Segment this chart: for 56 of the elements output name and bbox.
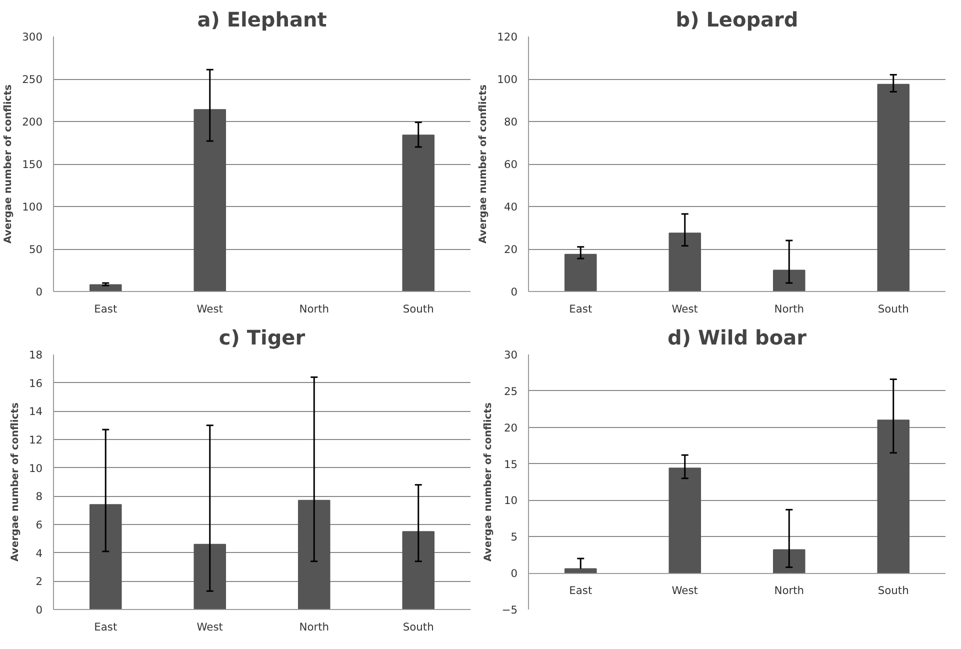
chart-title: a) Elephant bbox=[197, 8, 328, 32]
y-tick-label: 15 bbox=[504, 458, 518, 471]
chart-title: c) Tiger bbox=[218, 326, 306, 350]
y-tick-label: −5 bbox=[502, 604, 518, 616]
y-tick-label: 18 bbox=[28, 348, 43, 362]
y-tick-label: 5 bbox=[510, 530, 518, 544]
y-tick-label: 80 bbox=[504, 116, 518, 128]
y-tick-label: 100 bbox=[497, 73, 518, 86]
y-tick-label: 50 bbox=[28, 243, 43, 256]
y-tick-label: 20 bbox=[504, 243, 518, 256]
x-tick-label: East bbox=[569, 302, 592, 316]
x-tick-label: East bbox=[569, 584, 592, 598]
y-tick-label: 40 bbox=[504, 200, 518, 214]
x-tick-label: South bbox=[878, 302, 909, 316]
x-tick-label: South bbox=[878, 584, 909, 598]
y-tick-label: 30 bbox=[504, 348, 518, 362]
x-tick-label: North bbox=[774, 302, 804, 316]
y-tick-label: 25 bbox=[504, 384, 518, 398]
y-tick-label: 120 bbox=[497, 30, 518, 44]
y-tick-label: 12 bbox=[28, 434, 43, 446]
y-tick-label: 10 bbox=[504, 494, 518, 508]
y-tick-label: 16 bbox=[28, 376, 43, 390]
y-tick-label: 60 bbox=[504, 158, 518, 171]
y-tick-label: 250 bbox=[22, 73, 43, 86]
y-tick-label: 20 bbox=[504, 421, 518, 434]
x-tick-label: North bbox=[299, 302, 330, 316]
x-tick-label: West bbox=[672, 584, 698, 598]
y-axis-title: Avergae number of conflicts bbox=[478, 84, 490, 244]
x-tick-label: East bbox=[94, 302, 118, 316]
y-tick-label: 8 bbox=[36, 490, 43, 504]
y-axis-title: Avergae number of conflicts bbox=[3, 84, 14, 244]
y-tick-label: 6 bbox=[36, 518, 43, 532]
y-tick-label: 4 bbox=[36, 546, 43, 560]
y-tick-label: 2 bbox=[36, 575, 42, 588]
y-tick-label: 0 bbox=[36, 604, 43, 616]
y-tick-label: 10 bbox=[28, 462, 43, 475]
y-axis-title: Avergae number of conflicts bbox=[10, 402, 21, 562]
chart-title: b) Leopard bbox=[676, 8, 798, 32]
x-tick-label: West bbox=[672, 302, 698, 316]
y-tick-label: 300 bbox=[22, 30, 43, 44]
y-tick-label: 100 bbox=[22, 200, 43, 214]
y-tick-label: 150 bbox=[22, 158, 43, 171]
y-tick-label: 14 bbox=[28, 405, 43, 418]
y-tick-label: 0 bbox=[36, 286, 43, 298]
x-tick-label: South bbox=[402, 620, 434, 634]
y-tick-label: 0 bbox=[510, 286, 518, 298]
y-axis-title: Avergae number of conflicts bbox=[482, 402, 494, 562]
x-tick-label: North bbox=[774, 584, 804, 598]
x-tick-label: West bbox=[196, 620, 223, 634]
y-tick-label: 200 bbox=[22, 116, 43, 128]
y-tick-label: 0 bbox=[510, 567, 518, 580]
x-tick-label: East bbox=[94, 620, 118, 634]
x-tick-label: South bbox=[402, 302, 434, 316]
x-tick-label: West bbox=[196, 302, 223, 316]
x-tick-label: North bbox=[299, 620, 330, 634]
chart-title: d) Wild boar bbox=[668, 326, 807, 350]
